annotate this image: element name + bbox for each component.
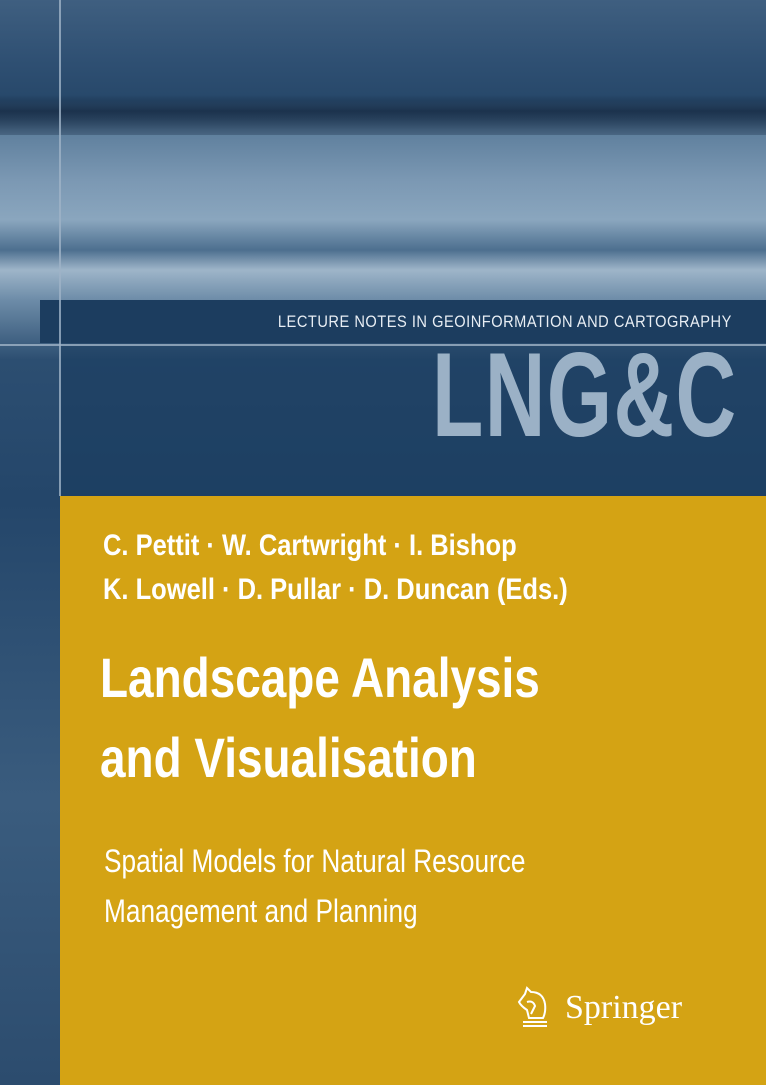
series-title: LECTURE NOTES IN GEOINFORMATION AND CART… (278, 312, 732, 331)
editors-line-1: C. Pettit · W. Cartwright · I. Bishop (103, 529, 517, 562)
vertical-rule (59, 0, 61, 496)
subtitle-line-2: Management and Planning (104, 893, 418, 929)
title-panel: C. Pettit · W. Cartwright · I. Bishop K.… (60, 496, 766, 1085)
photo-overlay (60, 343, 766, 496)
book-subtitle: Spatial Models for Natural Resource Mana… (104, 836, 525, 936)
horizontal-rule (0, 344, 766, 346)
publisher-name: Springer (565, 989, 683, 1026)
series-logo: LNG&C (432, 328, 738, 462)
subtitle-line-1: Spatial Models for Natural Resource (104, 843, 526, 879)
treeline (0, 95, 766, 135)
book-title: Landscape Analysis and Visualisation (100, 638, 540, 798)
title-line-2: and Visualisation (100, 726, 477, 789)
publisher-logo: Springer (515, 984, 682, 1032)
title-line-1: Landscape Analysis (100, 646, 540, 709)
chess-knight-icon (515, 984, 555, 1032)
editors-line-2: K. Lowell · D. Pullar · D. Duncan (Eds.) (103, 573, 568, 606)
editors: C. Pettit · W. Cartwright · I. Bishop K.… (103, 524, 568, 612)
series-banner: LECTURE NOTES IN GEOINFORMATION AND CART… (40, 300, 766, 343)
